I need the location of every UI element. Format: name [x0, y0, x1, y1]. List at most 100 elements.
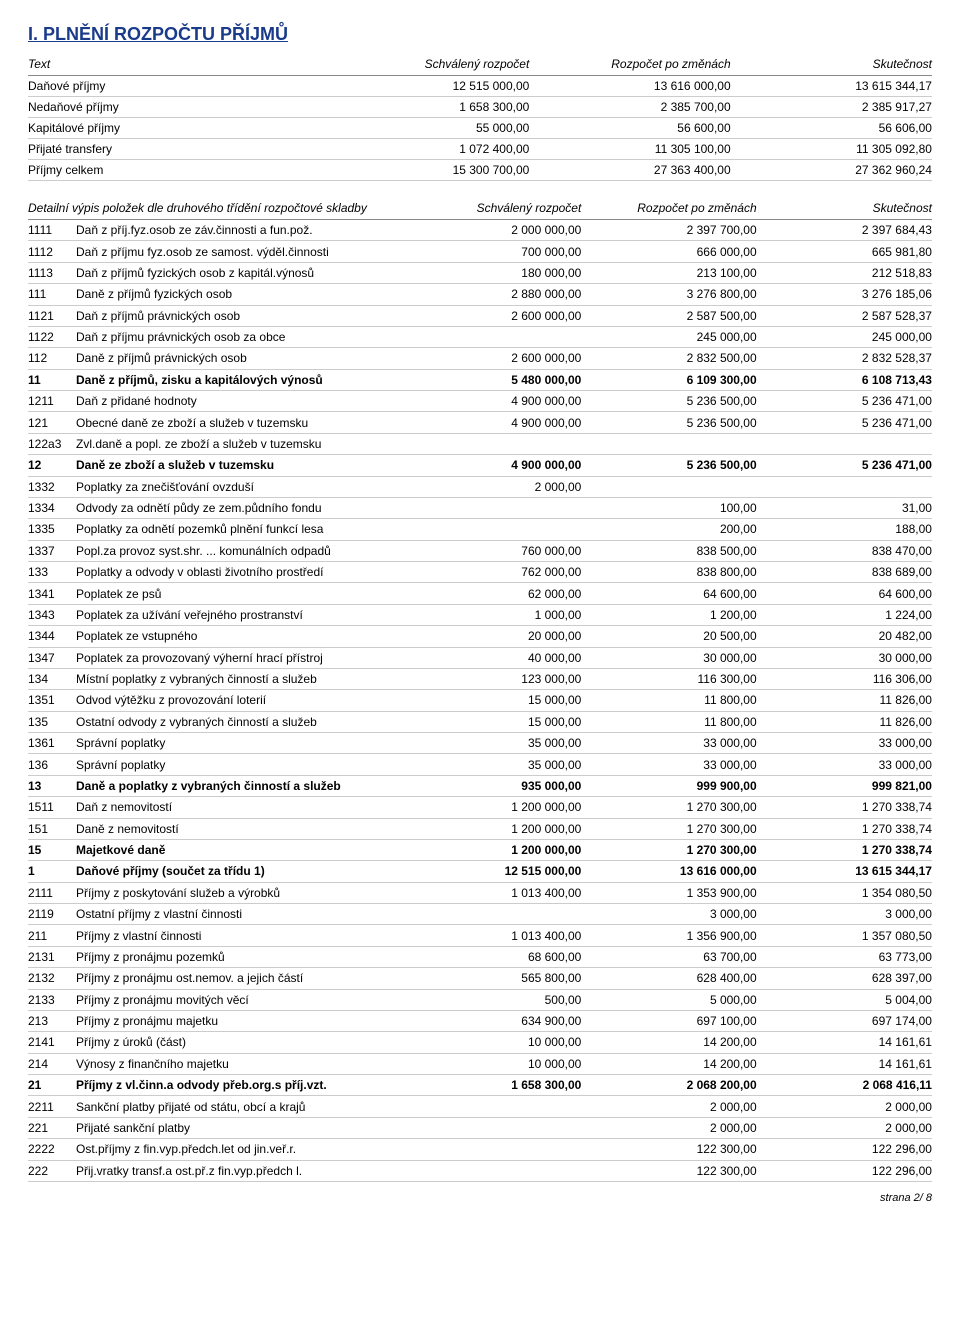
page-footer: strana 2/ 8 [28, 1192, 932, 1204]
summary-body: Daňové příjmy12 515 000,0013 616 000,001… [28, 76, 932, 181]
summary-c3: 27 362 960,24 [731, 163, 932, 177]
c1: 1 000,00 [406, 608, 581, 622]
c3: 188,00 [757, 522, 932, 536]
c3: 2 832 528,37 [757, 351, 932, 365]
detail-row: 21Příjmy z vl.činn.a odvody přeb.org.s p… [28, 1075, 932, 1096]
c3: 6 108 713,43 [757, 373, 932, 387]
desc: Daně ze zboží a služeb v tuzemsku [76, 458, 406, 472]
code: 1122 [28, 330, 76, 344]
c1: 5 480 000,00 [406, 373, 581, 387]
code: 151 [28, 822, 76, 836]
detail-row: 1341Poplatek ze psů62 000,0064 600,0064 … [28, 583, 932, 604]
code: 2132 [28, 971, 76, 985]
col-adjusted: Rozpočet po změnách [529, 57, 730, 71]
c3: 1 270 338,74 [757, 822, 932, 836]
desc: Daně z příjmů, zisku a kapitálových výno… [76, 373, 406, 387]
code: 1337 [28, 544, 76, 558]
c2: 11 800,00 [581, 715, 756, 729]
c3: 11 826,00 [757, 715, 932, 729]
detail-row: 136Správní poplatky35 000,0033 000,0033 … [28, 754, 932, 775]
c1: 4 900 000,00 [406, 458, 581, 472]
c2: 1 270 300,00 [581, 822, 756, 836]
summary-c3: 13 615 344,17 [731, 79, 932, 93]
c3: 3 000,00 [757, 907, 932, 921]
c1: 10 000,00 [406, 1035, 581, 1049]
c2: 5 236 500,00 [581, 458, 756, 472]
c3: 11 826,00 [757, 693, 932, 707]
c2: 13 616 000,00 [581, 864, 756, 878]
c2: 666 000,00 [581, 245, 756, 259]
summary-c2: 13 616 000,00 [529, 79, 730, 93]
code: 135 [28, 715, 76, 729]
code: 221 [28, 1121, 76, 1135]
detail-col-approved: Schválený rozpočet [406, 201, 581, 215]
c1: 565 800,00 [406, 971, 581, 985]
c2: 1 356 900,00 [581, 929, 756, 943]
detail-row: 211Příjmy z vlastní činnosti1 013 400,00… [28, 925, 932, 946]
c3: 116 306,00 [757, 672, 932, 686]
c3: 33 000,00 [757, 736, 932, 750]
detail-row: 151Daně z nemovitostí1 200 000,001 270 3… [28, 819, 932, 840]
code: 1343 [28, 608, 76, 622]
detail-row: 1337Popl.za provoz syst.shr. ... komunál… [28, 541, 932, 562]
c1: 1 200 000,00 [406, 800, 581, 814]
c2: 5 236 500,00 [581, 394, 756, 408]
c2: 628 400,00 [581, 971, 756, 985]
c3: 3 276 185,06 [757, 287, 932, 301]
desc: Daň z příjmů fyzických osob z kapitál.vý… [76, 266, 406, 280]
code: 1351 [28, 693, 76, 707]
c2: 838 500,00 [581, 544, 756, 558]
detail-row: 1332Poplatky za znečišťování ovzduší2 00… [28, 477, 932, 498]
desc: Výnosy z finančního majetku [76, 1057, 406, 1071]
c1: 4 900 000,00 [406, 394, 581, 408]
detail-row: 2111Příjmy z poskytování služeb a výrobk… [28, 883, 932, 904]
c3: 697 174,00 [757, 1014, 932, 1028]
code: 214 [28, 1057, 76, 1071]
code: 2111 [28, 886, 76, 900]
c1: 2 600 000,00 [406, 309, 581, 323]
desc: Majetkové daně [76, 843, 406, 857]
c1: 20 000,00 [406, 629, 581, 643]
summary-header: Text Schválený rozpočet Rozpočet po změn… [28, 53, 932, 76]
code: 1341 [28, 587, 76, 601]
c1: 35 000,00 [406, 736, 581, 750]
c3: 1 224,00 [757, 608, 932, 622]
c1: 1 200 000,00 [406, 822, 581, 836]
code: 1332 [28, 480, 76, 494]
c1: 1 658 300,00 [406, 1078, 581, 1092]
detail-row: 1343Poplatek za užívání veřejného prostr… [28, 605, 932, 626]
detail-row: 2132Příjmy z pronájmu ost.nemov. a jejic… [28, 968, 932, 989]
desc: Příjmy z pronájmu ost.nemov. a jejich čá… [76, 971, 406, 985]
c1: 2 000 000,00 [406, 223, 581, 237]
c1: 35 000,00 [406, 758, 581, 772]
desc: Poplatky za znečišťování ovzduší [76, 480, 406, 494]
c3: 5 236 471,00 [757, 394, 932, 408]
detail-row: 2141Příjmy z úroků (část)10 000,0014 200… [28, 1032, 932, 1053]
desc: Poplatky za odnětí pozemků plnění funkcí… [76, 522, 406, 536]
code: 1347 [28, 651, 76, 665]
desc: Odvod výtěžku z provozování loterií [76, 693, 406, 707]
summary-label: Daňové příjmy [28, 79, 328, 93]
desc: Přijaté sankční platby [76, 1121, 406, 1135]
c3: 245 000,00 [757, 330, 932, 344]
c2: 2 000,00 [581, 1121, 756, 1135]
desc: Daň z příj.fyz.osob ze záv.činnosti a fu… [76, 223, 406, 237]
c2: 2 397 700,00 [581, 223, 756, 237]
detail-row: 111Daně z příjmů fyzických osob2 880 000… [28, 284, 932, 305]
c2: 2 587 500,00 [581, 309, 756, 323]
detail-header: Detailní výpis položek dle druhového tří… [28, 197, 932, 220]
c3: 2 587 528,37 [757, 309, 932, 323]
c2: 1 270 300,00 [581, 800, 756, 814]
c3: 63 773,00 [757, 950, 932, 964]
detail-row: 1351Odvod výtěžku z provozování loterií 1… [28, 690, 932, 711]
c2: 2 832 500,00 [581, 351, 756, 365]
desc: Poplatek za provozovaný výherní hrací př… [76, 651, 406, 665]
detail-row: 1111Daň z příj.fyz.osob ze záv.činnosti … [28, 220, 932, 241]
c1: 2 880 000,00 [406, 287, 581, 301]
detail-row: 134Místní poplatky z vybraných činností … [28, 669, 932, 690]
c1: 1 013 400,00 [406, 929, 581, 943]
c2: 1 270 300,00 [581, 843, 756, 857]
code: 1113 [28, 266, 76, 280]
c2: 100,00 [581, 501, 756, 515]
c3: 122 296,00 [757, 1142, 932, 1156]
